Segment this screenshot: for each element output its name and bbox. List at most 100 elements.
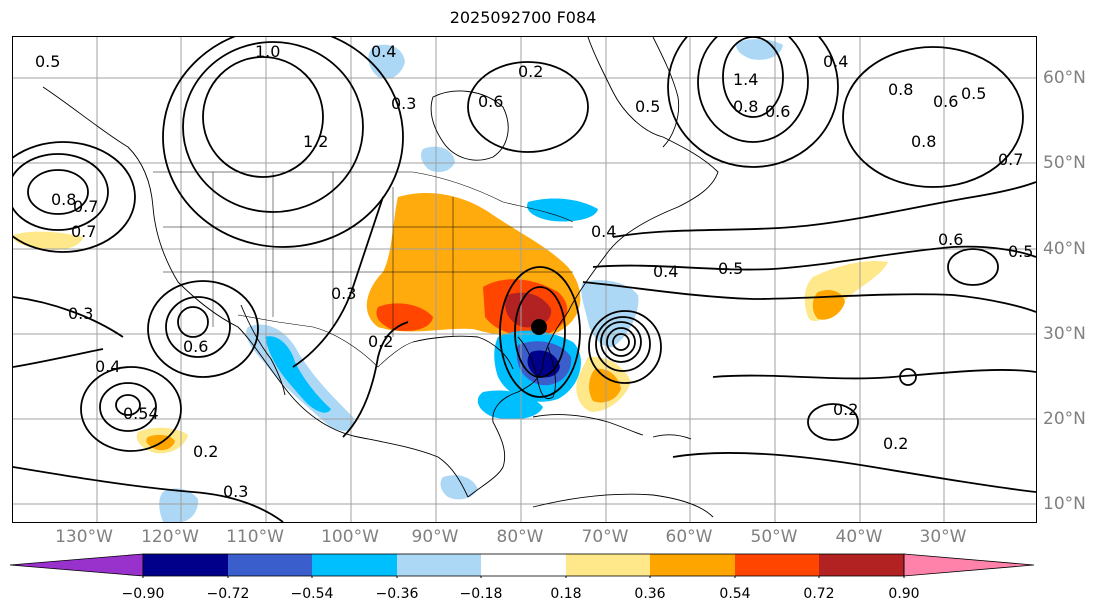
- contour-label: 0.8: [733, 97, 758, 116]
- contour-label: 0.4: [95, 357, 120, 376]
- contour-0-3-pacific: [13, 296, 124, 338]
- coast-south-america: [532, 493, 714, 518]
- contour-label-group: 0.5 0.4 0.3 0.2 0.6 0.7 0.8 1.0 1.2 1.4 …: [35, 42, 1033, 501]
- contour-n-atlantic-4: [842, 46, 1024, 188]
- colorbar-tick-label: −0.90: [121, 586, 165, 602]
- lon-label-30w: 30°W: [919, 527, 967, 547]
- shade-negative-canada: [420, 146, 455, 173]
- lon-label-100w: 100°W: [321, 527, 379, 547]
- contour-baja-low-1: [177, 306, 209, 338]
- contour-label: 0.5: [35, 52, 60, 71]
- colorbar-segment: [735, 554, 819, 576]
- contours: [13, 37, 1036, 522]
- contour-label: 0.6: [478, 92, 503, 111]
- lon-label-40w: 40°W: [835, 527, 883, 547]
- contour-label: 0.5: [635, 97, 660, 116]
- contour-pacific-high-1: [27, 169, 89, 215]
- contour-small-3: [947, 248, 999, 286]
- map-title: 2025092700 F084: [449, 8, 597, 27]
- contour-florida-low-2: [499, 266, 581, 398]
- map-canvas: 0.5 0.4 0.3 0.2 0.6 0.7 0.8 1.0 1.2 1.4 …: [13, 37, 1036, 522]
- contour-label: 0.7: [998, 150, 1023, 169]
- contour-label: 0.2: [368, 332, 393, 351]
- contour-hurricane-2: [606, 327, 636, 357]
- contour-hurricane-3: [600, 321, 642, 363]
- colorbar-outline: [142, 553, 905, 577]
- lon-label-50w: 50°W: [750, 527, 798, 547]
- contour-label: 0.6: [933, 92, 958, 111]
- contour-0-2-mexico: [342, 321, 409, 438]
- contour-label: 0.2: [193, 442, 218, 461]
- colorbar-tick-label: −0.18: [459, 586, 503, 602]
- contour-pacific-low-2: [99, 382, 157, 432]
- contour-pacific-high-3: [13, 141, 136, 253]
- lat-label-20n: 20°N: [1043, 409, 1086, 429]
- contour-label: 0.3: [331, 284, 356, 303]
- colorbar-tick-label: 0.72: [803, 586, 835, 602]
- colorbar-arrow-left: [10, 553, 144, 577]
- lon-label-80w: 80°W: [496, 527, 544, 547]
- contour-nw-ridge-3: [162, 37, 404, 248]
- contour-0-2-atlantic: [672, 451, 1036, 493]
- contour-labrador: [467, 61, 589, 153]
- contour-label: 0.5: [961, 84, 986, 103]
- colorbar-segment: [650, 554, 735, 576]
- colorbar-arrow-right: [903, 553, 1035, 577]
- shade-positive-mid-atlantic-core: [812, 290, 845, 320]
- lat-label-40n: 40°N: [1043, 239, 1086, 259]
- shade-negative-mexico-core: [265, 336, 331, 413]
- lon-label-60w: 60°W: [665, 527, 713, 547]
- contour-label: 0.8: [911, 132, 936, 151]
- contour-pacific-low-3: [80, 366, 182, 452]
- lon-label-130w: 130°W: [55, 527, 113, 547]
- contour-label: 0.6: [938, 230, 963, 249]
- map-panel: 0.5 0.4 0.3 0.2 0.6 0.7 0.8 1.0 1.2 1.4 …: [12, 36, 1037, 523]
- lat-label-30n: 30°N: [1043, 324, 1086, 344]
- contour-label: 0.7: [73, 197, 98, 216]
- contour-label: 0.54: [123, 404, 159, 423]
- contour-nw-ridge-2: [182, 41, 364, 213]
- contour-label: 0.2: [833, 400, 858, 419]
- contour-label: 0.7: [71, 222, 96, 241]
- colorbar-segment: [397, 554, 481, 576]
- coast-hudson-bay: [430, 90, 509, 161]
- lon-label-110w: 110°W: [226, 527, 284, 547]
- contour-baja-low-2: [165, 296, 231, 358]
- shade-positive-pacific-left: [13, 231, 83, 250]
- contour-0-3-atlantic: [712, 369, 1036, 380]
- contour-florida-low-1: [514, 286, 566, 378]
- colorbar-tick-label: 0.90: [888, 586, 920, 602]
- shade-positive-south-tx: [376, 303, 433, 331]
- contour-label: 0.4: [653, 262, 678, 281]
- colorbar-tick-label: −0.36: [375, 586, 419, 602]
- contour-label: 0.2: [518, 62, 543, 81]
- colorbar-segment: [312, 554, 397, 576]
- contour-nw-ridge-1: [202, 56, 324, 178]
- coast-north-america-east: [467, 37, 719, 498]
- lat-label-10n: 10°N: [1043, 494, 1086, 514]
- colorbar-segment: [143, 554, 228, 576]
- coastlines: [42, 37, 719, 518]
- lat-label-60n: 60°N: [1043, 68, 1086, 88]
- colorbar-tick-label: −0.54: [290, 586, 334, 602]
- contour-0-4-atlantic: [582, 281, 1036, 313]
- storm-center-marker: [531, 319, 547, 335]
- contour-label: 1.4: [733, 70, 758, 89]
- contour-small-2: [807, 403, 859, 441]
- colorbar-segments: [10, 553, 1035, 578]
- contour-label: 0.4: [823, 52, 848, 71]
- contour-0-2-pacific: [13, 466, 284, 522]
- coast-greenland: [652, 37, 680, 148]
- contour-label: 0.6: [765, 102, 790, 121]
- colorbar-tick-label: 0.18: [550, 586, 582, 602]
- lat-label-50n: 50°N: [1043, 153, 1086, 173]
- shade-negative-pacific-low: [159, 488, 199, 522]
- us-canada-border: [153, 171, 574, 223]
- contour-label: 0.4: [591, 222, 616, 241]
- shade-positive-atlantic-core: [589, 368, 621, 403]
- contour-small-1: [899, 368, 917, 386]
- state-lines: [163, 172, 573, 337]
- contour-label: 0.5: [718, 259, 743, 278]
- shade-negative-central-am: [440, 475, 478, 500]
- lon-label-70w: 70°W: [581, 527, 629, 547]
